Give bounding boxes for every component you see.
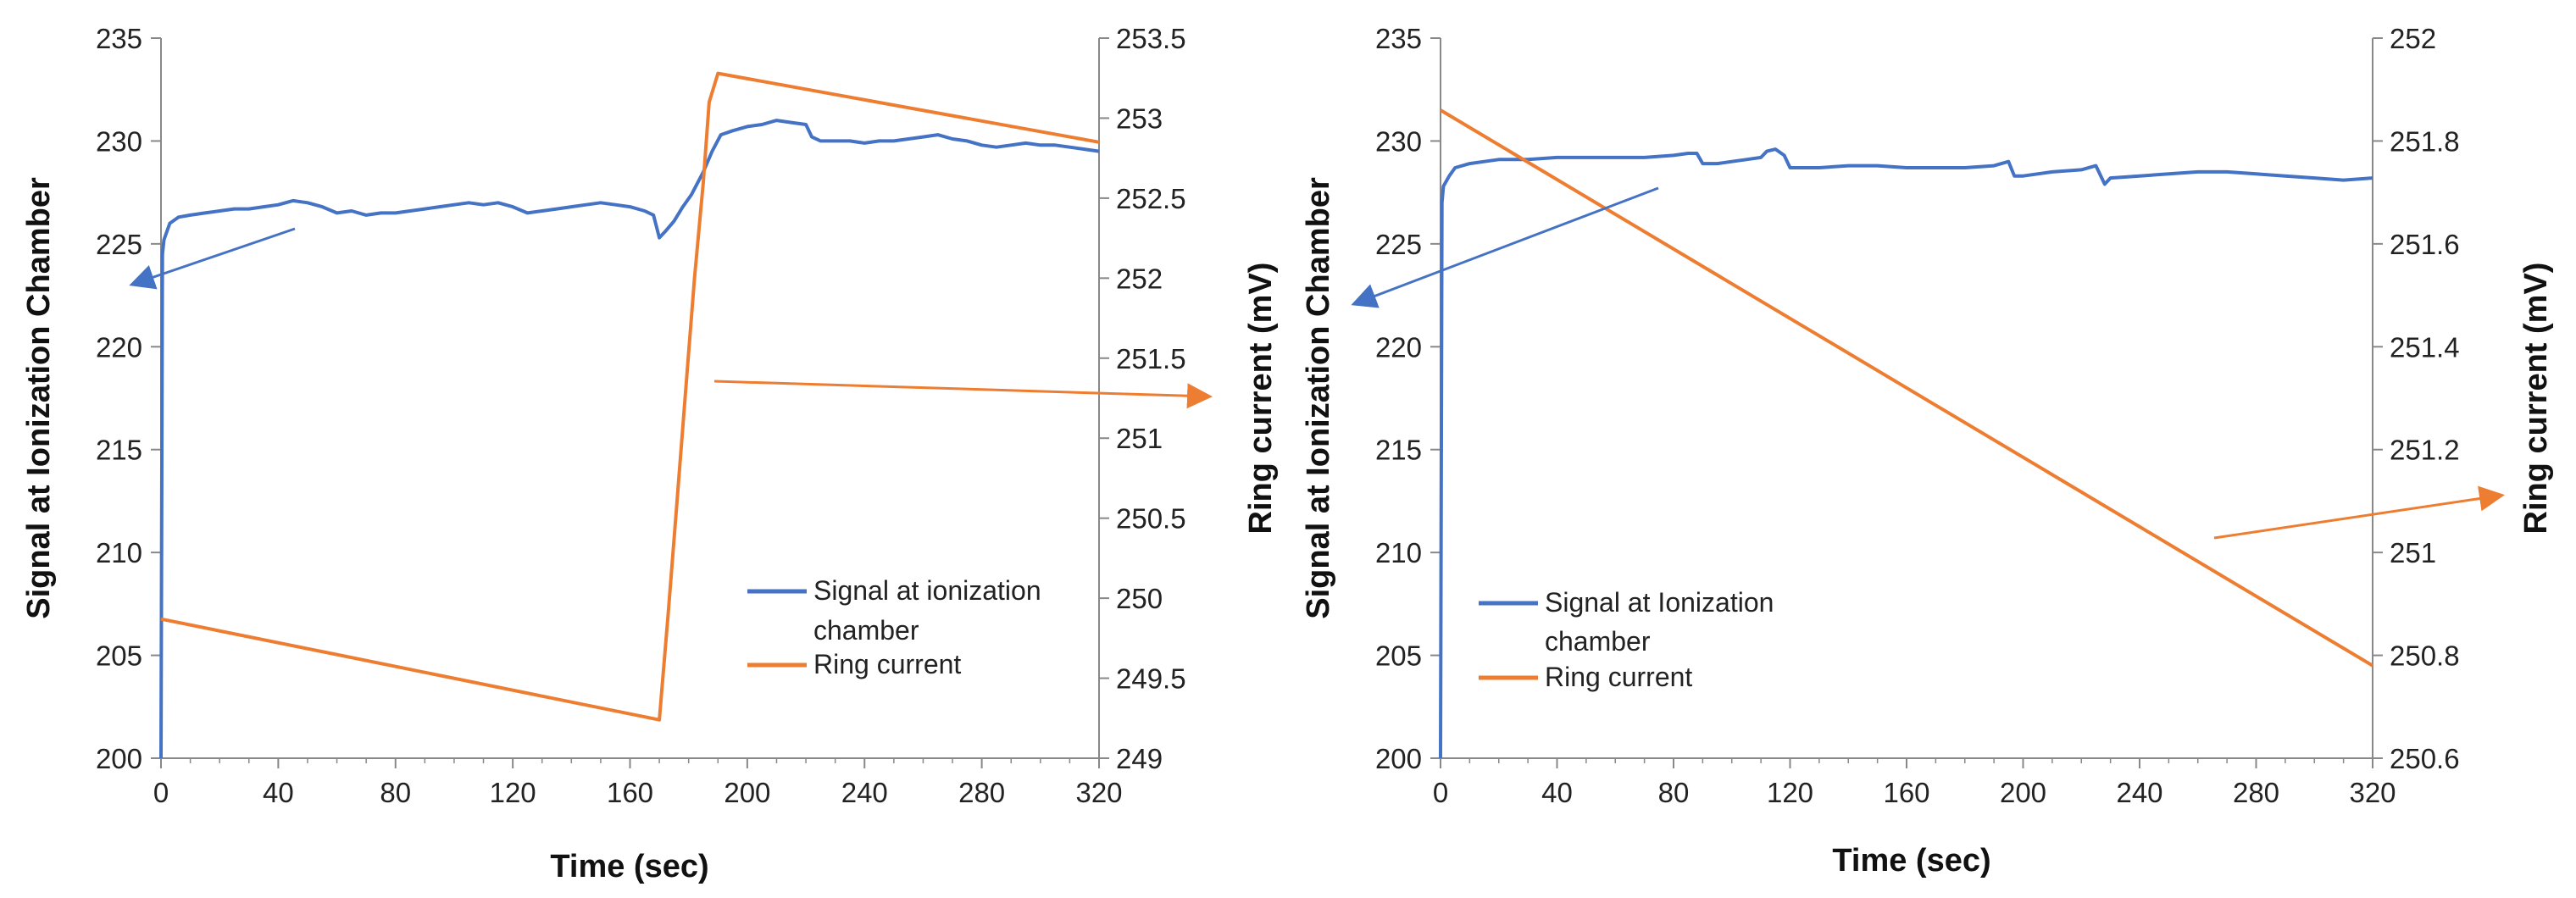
- y-tick-label: 225: [1375, 229, 1422, 260]
- y-tick-label: 205: [96, 640, 142, 672]
- x-tick-label: 80: [1658, 777, 1690, 808]
- y2-tick-label: 251.6: [2390, 229, 2460, 260]
- annotation-arrow-ring-right: [2213, 485, 2505, 540]
- series-line-ring-current-right: [1439, 108, 2374, 668]
- x-tick-label: 160: [607, 777, 653, 808]
- legend-label-signal-left-2: chamber: [813, 615, 919, 646]
- y2-tick-label: 250: [1116, 583, 1163, 614]
- y-tick-label: 230: [1375, 125, 1422, 157]
- y-tick-label: 215: [1375, 435, 1422, 466]
- x-tick-label: 0: [1433, 777, 1448, 808]
- annotation-arrow-signal-left: [129, 227, 296, 290]
- x-tick-label: 240: [2116, 777, 2162, 808]
- y-tick-label: 200: [1375, 743, 1422, 774]
- annotation-arrow-signal-right: [1351, 186, 1659, 308]
- y2-tick-label: 251.5: [1116, 343, 1186, 374]
- plot-area-left: [161, 38, 1099, 758]
- y-tick-label: 210: [1375, 537, 1422, 568]
- x-tick-label: 40: [263, 777, 294, 808]
- y2-tick-label: 252: [1116, 263, 1163, 294]
- annotation-arrow-ring-left: [713, 380, 1213, 409]
- y-tick-label: 235: [1375, 23, 1422, 54]
- legend-label-signal-right: Signal at Ionization: [1545, 587, 1774, 618]
- x-tick-label: 200: [724, 777, 770, 808]
- y2-tick-label: 251.4: [2390, 331, 2460, 363]
- y-tick-label: 225: [96, 229, 142, 260]
- x-tick-label: 120: [1767, 777, 1813, 808]
- legend-label-signal-right-2: chamber: [1545, 626, 1651, 657]
- y2-tick-label: 253: [1116, 103, 1163, 134]
- y2-tick-label: 249.5: [1116, 663, 1186, 695]
- y2-tick-label: 251: [1116, 423, 1163, 454]
- x-tick-label: 160: [1883, 777, 1929, 808]
- x-tick-label: 240: [841, 777, 888, 808]
- x-tick-label: 320: [2349, 777, 2396, 808]
- y2-tick-label: 251.8: [2390, 125, 2460, 157]
- y2-tick-label: 249: [1116, 743, 1163, 774]
- y-axis-title-left: Signal at Ionization Chamber: [21, 177, 57, 619]
- legend-label-signal-left: Signal at ionization: [813, 575, 1041, 606]
- series-line-signal-right: [1439, 147, 2373, 759]
- y2-tick-label: 252: [2390, 23, 2436, 54]
- y-tick-label: 200: [96, 743, 142, 774]
- y-axis-title-right: Signal at Ionization Chamber: [1301, 177, 1336, 619]
- chart-right: 0 40 80 120 160 200 240 280 320 200 205 210 215 220 22…: [1301, 23, 2554, 879]
- series-line-ring-current-left: [160, 71, 1100, 722]
- legend-label-ring-right: Ring current: [1545, 662, 1692, 692]
- x-tick-label: 0: [153, 777, 169, 808]
- x-axis-title-right: Time (sec): [1832, 843, 1990, 879]
- x-tick-label: 200: [2000, 777, 2046, 808]
- y2-tick-label: 250.8: [2390, 640, 2460, 672]
- x-axis-title-left: Time (sec): [550, 849, 708, 884]
- y-tick-label: 235: [96, 23, 142, 54]
- y2-axis-title-right: Ring current (mV): [2518, 263, 2554, 535]
- x-tick-label: 120: [490, 777, 536, 808]
- x-tick-label: 320: [1075, 777, 1122, 808]
- y-tick-label: 215: [96, 435, 142, 466]
- x-tick-label: 80: [380, 777, 411, 808]
- x-tick-label: 280: [2233, 777, 2279, 808]
- y2-tick-label: 253.5: [1116, 23, 1186, 54]
- y2-tick-label: 250.6: [2390, 743, 2460, 774]
- y-tick-label: 230: [96, 125, 142, 157]
- x-tick-label: 40: [1541, 777, 1573, 808]
- y-tick-label: 220: [1375, 331, 1422, 363]
- y2-tick-label: 250.5: [1116, 503, 1186, 535]
- y2-tick-label: 252.5: [1116, 183, 1186, 214]
- legend-label-ring-left: Ring current: [813, 649, 961, 679]
- series-line-signal-left: [159, 119, 1100, 759]
- y2-tick-label: 251.2: [2390, 435, 2460, 466]
- y2-axis-title-left: Ring current (mV): [1243, 263, 1279, 535]
- y-tick-label: 220: [96, 331, 142, 363]
- y2-tick-label: 251: [2390, 537, 2436, 568]
- y-tick-label: 210: [96, 537, 142, 568]
- x-tick-label: 280: [958, 777, 1005, 808]
- chart-left: 0 40 80 120 160 200 240 280 320 200 205 210 215 220 22…: [21, 23, 1279, 884]
- y-tick-label: 205: [1375, 640, 1422, 672]
